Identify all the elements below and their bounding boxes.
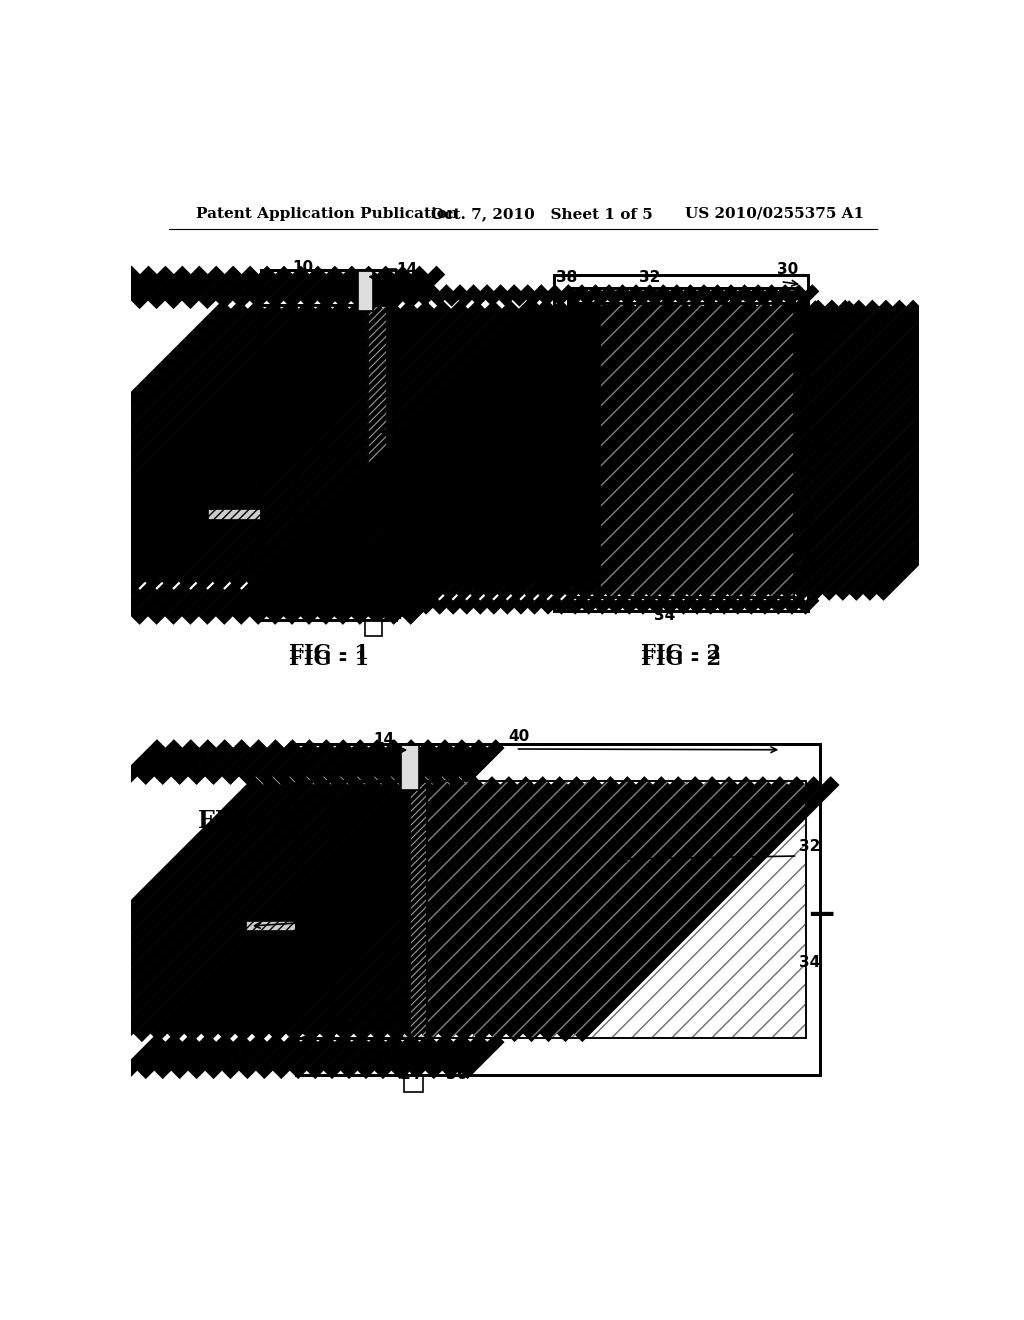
Bar <box>361 305 368 586</box>
Text: +: + <box>221 451 256 494</box>
Bar <box>568 597 795 611</box>
Bar <box>296 305 361 586</box>
Text: 22: 22 <box>350 924 372 939</box>
Bar <box>261 586 387 620</box>
Bar <box>296 1038 431 1074</box>
Text: 20: 20 <box>199 470 220 484</box>
Text: 12: 12 <box>229 396 251 412</box>
Bar <box>400 744 419 789</box>
Bar <box>296 1038 431 1074</box>
Bar <box>296 780 333 1038</box>
Bar <box>427 780 806 1038</box>
Text: 32: 32 <box>799 840 820 854</box>
Bar <box>568 304 599 598</box>
Bar <box>599 304 795 598</box>
Text: 14: 14 <box>396 261 418 277</box>
Bar <box>296 305 361 586</box>
Bar <box>261 305 296 586</box>
Bar <box>246 921 296 932</box>
Text: 34: 34 <box>654 609 676 623</box>
Text: 36: 36 <box>539 478 560 492</box>
Bar <box>357 271 373 312</box>
Bar <box>296 743 819 1074</box>
Bar <box>368 305 387 586</box>
Bar <box>208 508 261 520</box>
Text: 12: 12 <box>291 1036 312 1051</box>
Text: 38: 38 <box>556 269 578 285</box>
Text: 14: 14 <box>373 731 394 747</box>
Text: FIG - 1: FIG - 1 <box>289 649 370 669</box>
Text: 32: 32 <box>639 269 660 285</box>
Bar <box>296 743 819 1074</box>
Text: 10: 10 <box>292 260 313 276</box>
Text: 24: 24 <box>383 607 404 622</box>
Text: US 2010/0255375 A1: US 2010/0255375 A1 <box>685 207 864 220</box>
Bar <box>568 288 795 304</box>
Text: FIG - 3: FIG - 3 <box>199 809 289 833</box>
Text: Oct. 7, 2010   Sheet 1 of 5: Oct. 7, 2010 Sheet 1 of 5 <box>431 207 652 220</box>
Text: 18: 18 <box>285 763 306 777</box>
Bar <box>296 780 333 1038</box>
Bar <box>366 620 382 636</box>
Bar <box>261 586 387 620</box>
Bar <box>261 271 387 305</box>
Text: 22: 22 <box>316 529 338 545</box>
Bar <box>333 780 402 1038</box>
Text: Patent Application Publication: Patent Application Publication <box>196 207 458 220</box>
Bar <box>296 743 431 780</box>
Text: 30: 30 <box>777 261 799 277</box>
Bar <box>554 276 808 611</box>
Bar <box>410 780 427 1038</box>
Bar <box>261 271 396 620</box>
Bar <box>410 780 427 1038</box>
Text: 36: 36 <box>446 1067 468 1081</box>
Text: 24: 24 <box>400 1067 422 1081</box>
Bar <box>427 780 806 1038</box>
Bar <box>402 780 410 1038</box>
Bar <box>387 269 396 585</box>
Bar <box>261 271 387 305</box>
Text: −: − <box>808 433 839 466</box>
Text: 18: 18 <box>233 281 254 296</box>
Bar <box>568 288 795 304</box>
Text: 18: 18 <box>233 558 254 573</box>
Bar <box>554 276 808 611</box>
Bar <box>333 780 402 1038</box>
Text: FIG - 2: FIG - 2 <box>641 643 721 663</box>
Text: 16: 16 <box>407 416 427 430</box>
Bar <box>403 1074 423 1092</box>
Text: FIG - 2: FIG - 2 <box>641 649 721 669</box>
Text: +: + <box>306 876 340 919</box>
Text: 20: 20 <box>306 904 328 920</box>
Bar <box>261 305 296 586</box>
Text: −: − <box>807 899 837 932</box>
Text: 40: 40 <box>508 729 529 744</box>
Bar <box>568 597 795 611</box>
Bar <box>296 743 431 780</box>
Bar <box>368 305 387 586</box>
Bar <box>599 304 795 598</box>
Text: 34: 34 <box>799 954 820 970</box>
Text: FIG - 1: FIG - 1 <box>289 643 370 663</box>
Bar <box>261 271 387 305</box>
Bar <box>568 304 599 598</box>
